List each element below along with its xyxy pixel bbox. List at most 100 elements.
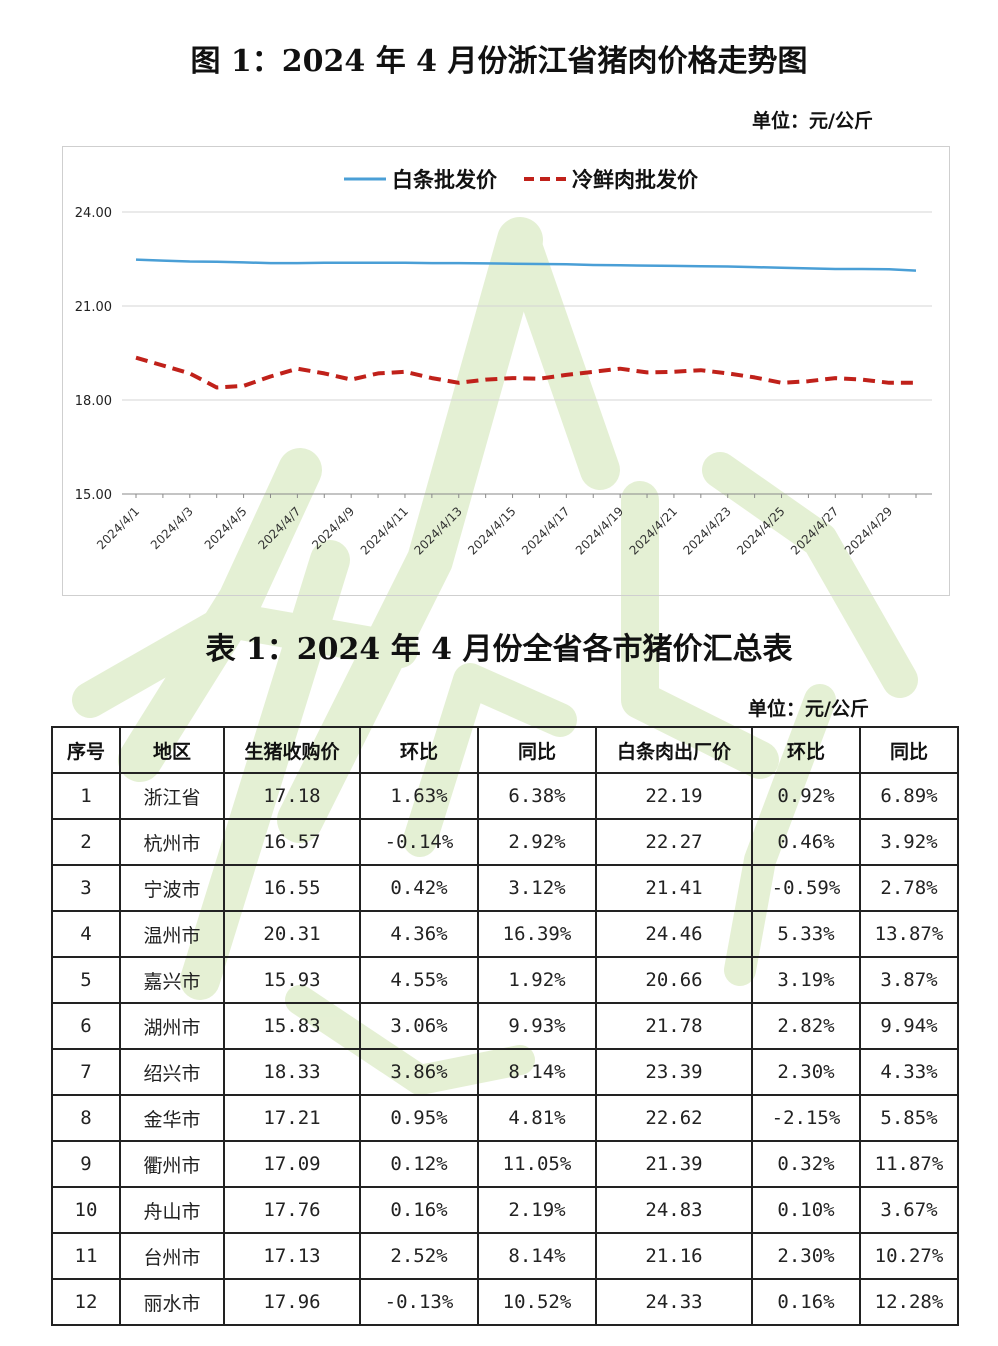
x-tick-label: 2024/4/5 <box>202 504 250 552</box>
cell-index: 11 <box>51 1232 121 1280</box>
table-row: 11 台州市 17.13 2.52% 8.14% 21.16 2.30% 10.27% <box>51 1232 959 1280</box>
y-tick-label: 15.00 <box>75 488 112 503</box>
y-tick-label: 18.00 <box>75 394 112 409</box>
series-line-chilled-wholesale <box>135 355 916 390</box>
cell-yoy-1: 8.14% <box>477 1232 597 1280</box>
cell-yoy-2: 4.33% <box>859 1048 959 1096</box>
cell-yoy-1: 2.19% <box>477 1186 597 1234</box>
chart-unit-label: 单位：元/公斤 <box>752 110 873 132</box>
cell-yoy-1: 4.81% <box>477 1094 597 1142</box>
cell-live-hog-price: 17.96 <box>223 1278 361 1326</box>
cell-mom-2: 5.33% <box>751 910 861 958</box>
cell-carcass-price: 21.16 <box>595 1232 753 1280</box>
cell-live-hog-price: 17.18 <box>223 772 361 820</box>
cell-mom-2: -2.15% <box>751 1094 861 1142</box>
cell-index: 4 <box>51 910 121 958</box>
cell-mom-1: 1.63% <box>359 772 479 820</box>
table-row: 3 宁波市 16.55 0.42% 3.12% 21.41 -0.59% 2.78% <box>51 864 959 912</box>
cell-mom-1: 4.36% <box>359 910 479 958</box>
cell-mom-1: 3.86% <box>359 1048 479 1096</box>
cell-mom-1: 0.42% <box>359 864 479 912</box>
series-line-carcass-wholesale <box>135 258 917 272</box>
cell-yoy-2: 9.94% <box>859 1002 959 1050</box>
cell-yoy-1: 9.93% <box>477 1002 597 1050</box>
cell-yoy-2: 11.87% <box>859 1140 959 1188</box>
cell-index: 12 <box>51 1278 121 1326</box>
cell-index: 3 <box>51 864 121 912</box>
cell-index: 6 <box>51 1002 121 1050</box>
cell-mom-1: -0.13% <box>359 1278 479 1326</box>
header-region: 地区 <box>119 726 225 774</box>
cell-carcass-price: 24.46 <box>595 910 753 958</box>
cell-mom-2: 0.46% <box>751 818 861 866</box>
cell-mom-1: 0.95% <box>359 1094 479 1142</box>
cell-mom-1: -0.14% <box>359 818 479 866</box>
cell-yoy-1: 11.05% <box>477 1140 597 1188</box>
cell-live-hog-price: 18.33 <box>223 1048 361 1096</box>
cell-mom-2: 0.92% <box>751 772 861 820</box>
header-carcass-price: 白条肉出厂价 <box>595 726 753 774</box>
header-mom-2: 环比 <box>751 726 861 774</box>
x-tick-label: 2024/4/19 <box>573 504 626 557</box>
cell-yoy-2: 13.87% <box>859 910 959 958</box>
cell-carcass-price: 24.33 <box>595 1278 753 1326</box>
cell-live-hog-price: 17.76 <box>223 1186 361 1234</box>
x-tick-label: 2024/4/17 <box>519 504 572 557</box>
cell-live-hog-price: 15.93 <box>223 956 361 1004</box>
table-row: 2 杭州市 16.57 -0.14% 2.92% 22.27 0.46% 3.92% <box>51 818 959 866</box>
cell-region: 宁波市 <box>119 864 225 912</box>
cell-live-hog-price: 15.83 <box>223 1002 361 1050</box>
cell-yoy-1: 2.92% <box>477 818 597 866</box>
table-unit-label: 单位：元/公斤 <box>748 698 869 720</box>
cell-live-hog-price: 17.21 <box>223 1094 361 1142</box>
cell-carcass-price: 20.66 <box>595 956 753 1004</box>
cell-region: 丽水市 <box>119 1278 225 1326</box>
header-index: 序号 <box>51 726 121 774</box>
cell-live-hog-price: 20.31 <box>223 910 361 958</box>
cell-yoy-1: 16.39% <box>477 910 597 958</box>
price-summary-table: 序号 地区 生猪收购价 环比 同比 白条肉出厂价 环比 同比 1 浙江省 17.18… <box>51 726 959 1326</box>
cell-yoy-2: 3.67% <box>859 1186 959 1234</box>
cell-region: 绍兴市 <box>119 1048 225 1096</box>
cell-index: 8 <box>51 1094 121 1142</box>
x-tick-label: 2024/4/29 <box>842 504 895 557</box>
cell-mom-2: 2.30% <box>751 1048 861 1096</box>
table-row: 5 嘉兴市 15.93 4.55% 1.92% 20.66 3.19% 3.87% <box>51 956 959 1004</box>
table-row: 9 衢州市 17.09 0.12% 11.05% 21.39 0.32% 11.87% <box>51 1140 959 1188</box>
cell-carcass-price: 24.83 <box>595 1186 753 1234</box>
x-tick-label: 2024/4/15 <box>465 504 518 557</box>
cell-yoy-1: 10.52% <box>477 1278 597 1326</box>
table-row: 6 湖州市 15.83 3.06% 9.93% 21.78 2.82% 9.94% <box>51 1002 959 1050</box>
legend-label-carcass: 白条批发价 <box>392 168 498 192</box>
x-tick-label: 2024/4/25 <box>734 504 787 557</box>
cell-mom-1: 0.12% <box>359 1140 479 1188</box>
cell-mom-2: 2.82% <box>751 1002 861 1050</box>
table-row: 8 金华市 17.21 0.95% 4.81% 22.62 -2.15% 5.85% <box>51 1094 959 1142</box>
cell-region: 浙江省 <box>119 772 225 820</box>
cell-yoy-1: 8.14% <box>477 1048 597 1096</box>
cell-carcass-price: 21.41 <box>595 864 753 912</box>
cell-live-hog-price: 17.13 <box>223 1232 361 1280</box>
cell-mom-2: -0.59% <box>751 864 861 912</box>
table-row: 1 浙江省 17.18 1.63% 6.38% 22.19 0.92% 6.89% <box>51 772 959 820</box>
header-live-hog-price: 生猪收购价 <box>223 726 361 774</box>
cell-yoy-2: 3.92% <box>859 818 959 866</box>
cell-carcass-price: 21.78 <box>595 1002 753 1050</box>
cell-carcass-price: 22.62 <box>595 1094 753 1142</box>
cell-carcass-price: 21.39 <box>595 1140 753 1188</box>
cell-yoy-1: 1.92% <box>477 956 597 1004</box>
cell-yoy-2: 3.87% <box>859 956 959 1004</box>
cell-yoy-2: 5.85% <box>859 1094 959 1142</box>
cell-yoy-1: 3.12% <box>477 864 597 912</box>
cell-mom-2: 0.32% <box>751 1140 861 1188</box>
x-tick-label: 2024/4/23 <box>680 504 733 557</box>
cell-carcass-price: 22.19 <box>595 772 753 820</box>
cell-index: 7 <box>51 1048 121 1096</box>
header-yoy-1: 同比 <box>477 726 597 774</box>
cell-live-hog-price: 17.09 <box>223 1140 361 1188</box>
cell-region: 台州市 <box>119 1232 225 1280</box>
cell-carcass-price: 23.39 <box>595 1048 753 1096</box>
table-title: 表 1：2024 年 4 月份全省各市猪价汇总表 <box>205 632 793 667</box>
y-tick-label: 24.00 <box>75 206 112 221</box>
cell-mom-1: 4.55% <box>359 956 479 1004</box>
